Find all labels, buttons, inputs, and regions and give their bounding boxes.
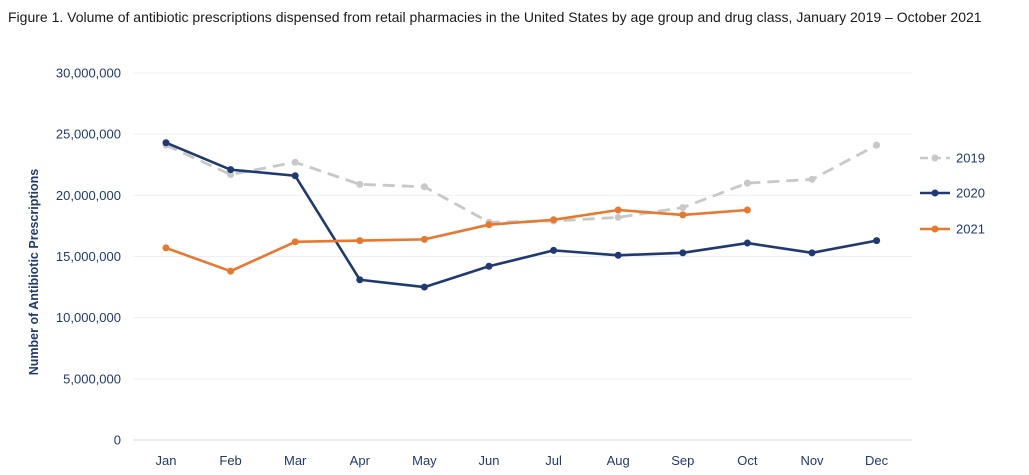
series-2019 (162, 141, 881, 226)
legend-label: 2019 (956, 151, 985, 166)
data-point (291, 172, 299, 180)
data-point (162, 244, 170, 252)
legend-item-2021: 2021 (920, 222, 985, 237)
data-point (873, 237, 881, 245)
y-tick-label: 30,000,000 (56, 66, 121, 81)
data-point (485, 262, 493, 270)
data-point (808, 249, 816, 257)
series-line (165, 143, 878, 224)
data-point (679, 211, 687, 219)
legend-label: 2021 (956, 222, 985, 237)
series-line (165, 208, 748, 273)
x-tick-label: Jul (545, 453, 562, 468)
data-point (356, 180, 364, 188)
x-tick-label: Aug (607, 453, 630, 468)
data-point (743, 179, 751, 187)
x-tick-label: Sep (671, 453, 694, 468)
data-point (420, 283, 428, 291)
data-point (743, 239, 751, 247)
data-point (485, 221, 493, 229)
y-tick-label: 15,000,000 (56, 249, 121, 264)
x-tick-label: May (412, 453, 437, 468)
x-tick-label: Dec (865, 453, 889, 468)
data-point (227, 267, 235, 275)
y-tick-label: 0 (114, 433, 121, 448)
series-2020 (162, 139, 881, 291)
legend-marker (931, 189, 939, 197)
data-point (420, 235, 428, 243)
data-point (550, 246, 558, 254)
series-line (165, 141, 877, 289)
x-tick-label: Mar (284, 453, 307, 468)
data-point (227, 171, 235, 179)
data-point (873, 141, 881, 149)
legend-item-2019: 2019 (920, 151, 985, 166)
series-lines (162, 139, 881, 291)
x-tick-label: Nov (800, 453, 824, 468)
gridlines (133, 72, 912, 441)
x-axis-ticks: Jan Feb Mar Apr May Jun Jul Aug Sep Oct Nov Dec (156, 453, 889, 468)
legend-marker (931, 225, 939, 233)
y-tick-label: 10,000,000 (56, 310, 121, 325)
legend-label: 2020 (956, 186, 985, 201)
x-tick-label: Oct (737, 453, 758, 468)
data-point (614, 213, 622, 221)
data-point (420, 183, 428, 191)
x-tick-label: Feb (219, 453, 241, 468)
x-tick-label: Jan (156, 453, 177, 468)
x-tick-label: Apr (350, 453, 371, 468)
data-point (227, 166, 235, 174)
data-point (356, 237, 364, 245)
data-point (679, 204, 687, 212)
data-point (743, 206, 751, 214)
legend-item-2020: 2020 (920, 186, 985, 201)
y-axis-ticks: 0 5,000,000 10,000,000 15,000,000 20,000,000… (56, 66, 121, 448)
x-tick-label: Jun (479, 453, 500, 468)
y-tick-label: 5,000,000 (63, 371, 121, 386)
data-point (679, 249, 687, 257)
data-point (808, 175, 816, 183)
data-point (356, 276, 364, 284)
y-tick-label: 25,000,000 (56, 127, 121, 142)
chart-title: Figure 1. Volume of antibiotic prescript… (8, 9, 982, 25)
data-point (162, 139, 170, 147)
data-point (550, 216, 558, 224)
legend-marker (931, 154, 939, 162)
data-point (614, 206, 622, 214)
series-2021 (162, 206, 751, 275)
y-tick-label: 20,000,000 (56, 188, 121, 203)
data-point (614, 251, 622, 259)
data-point (291, 158, 299, 166)
data-point (291, 238, 299, 246)
y-axis-label: Number of Antibiotic Prescriptions (27, 169, 41, 376)
legend: 2019 2020 2021 (920, 151, 985, 237)
